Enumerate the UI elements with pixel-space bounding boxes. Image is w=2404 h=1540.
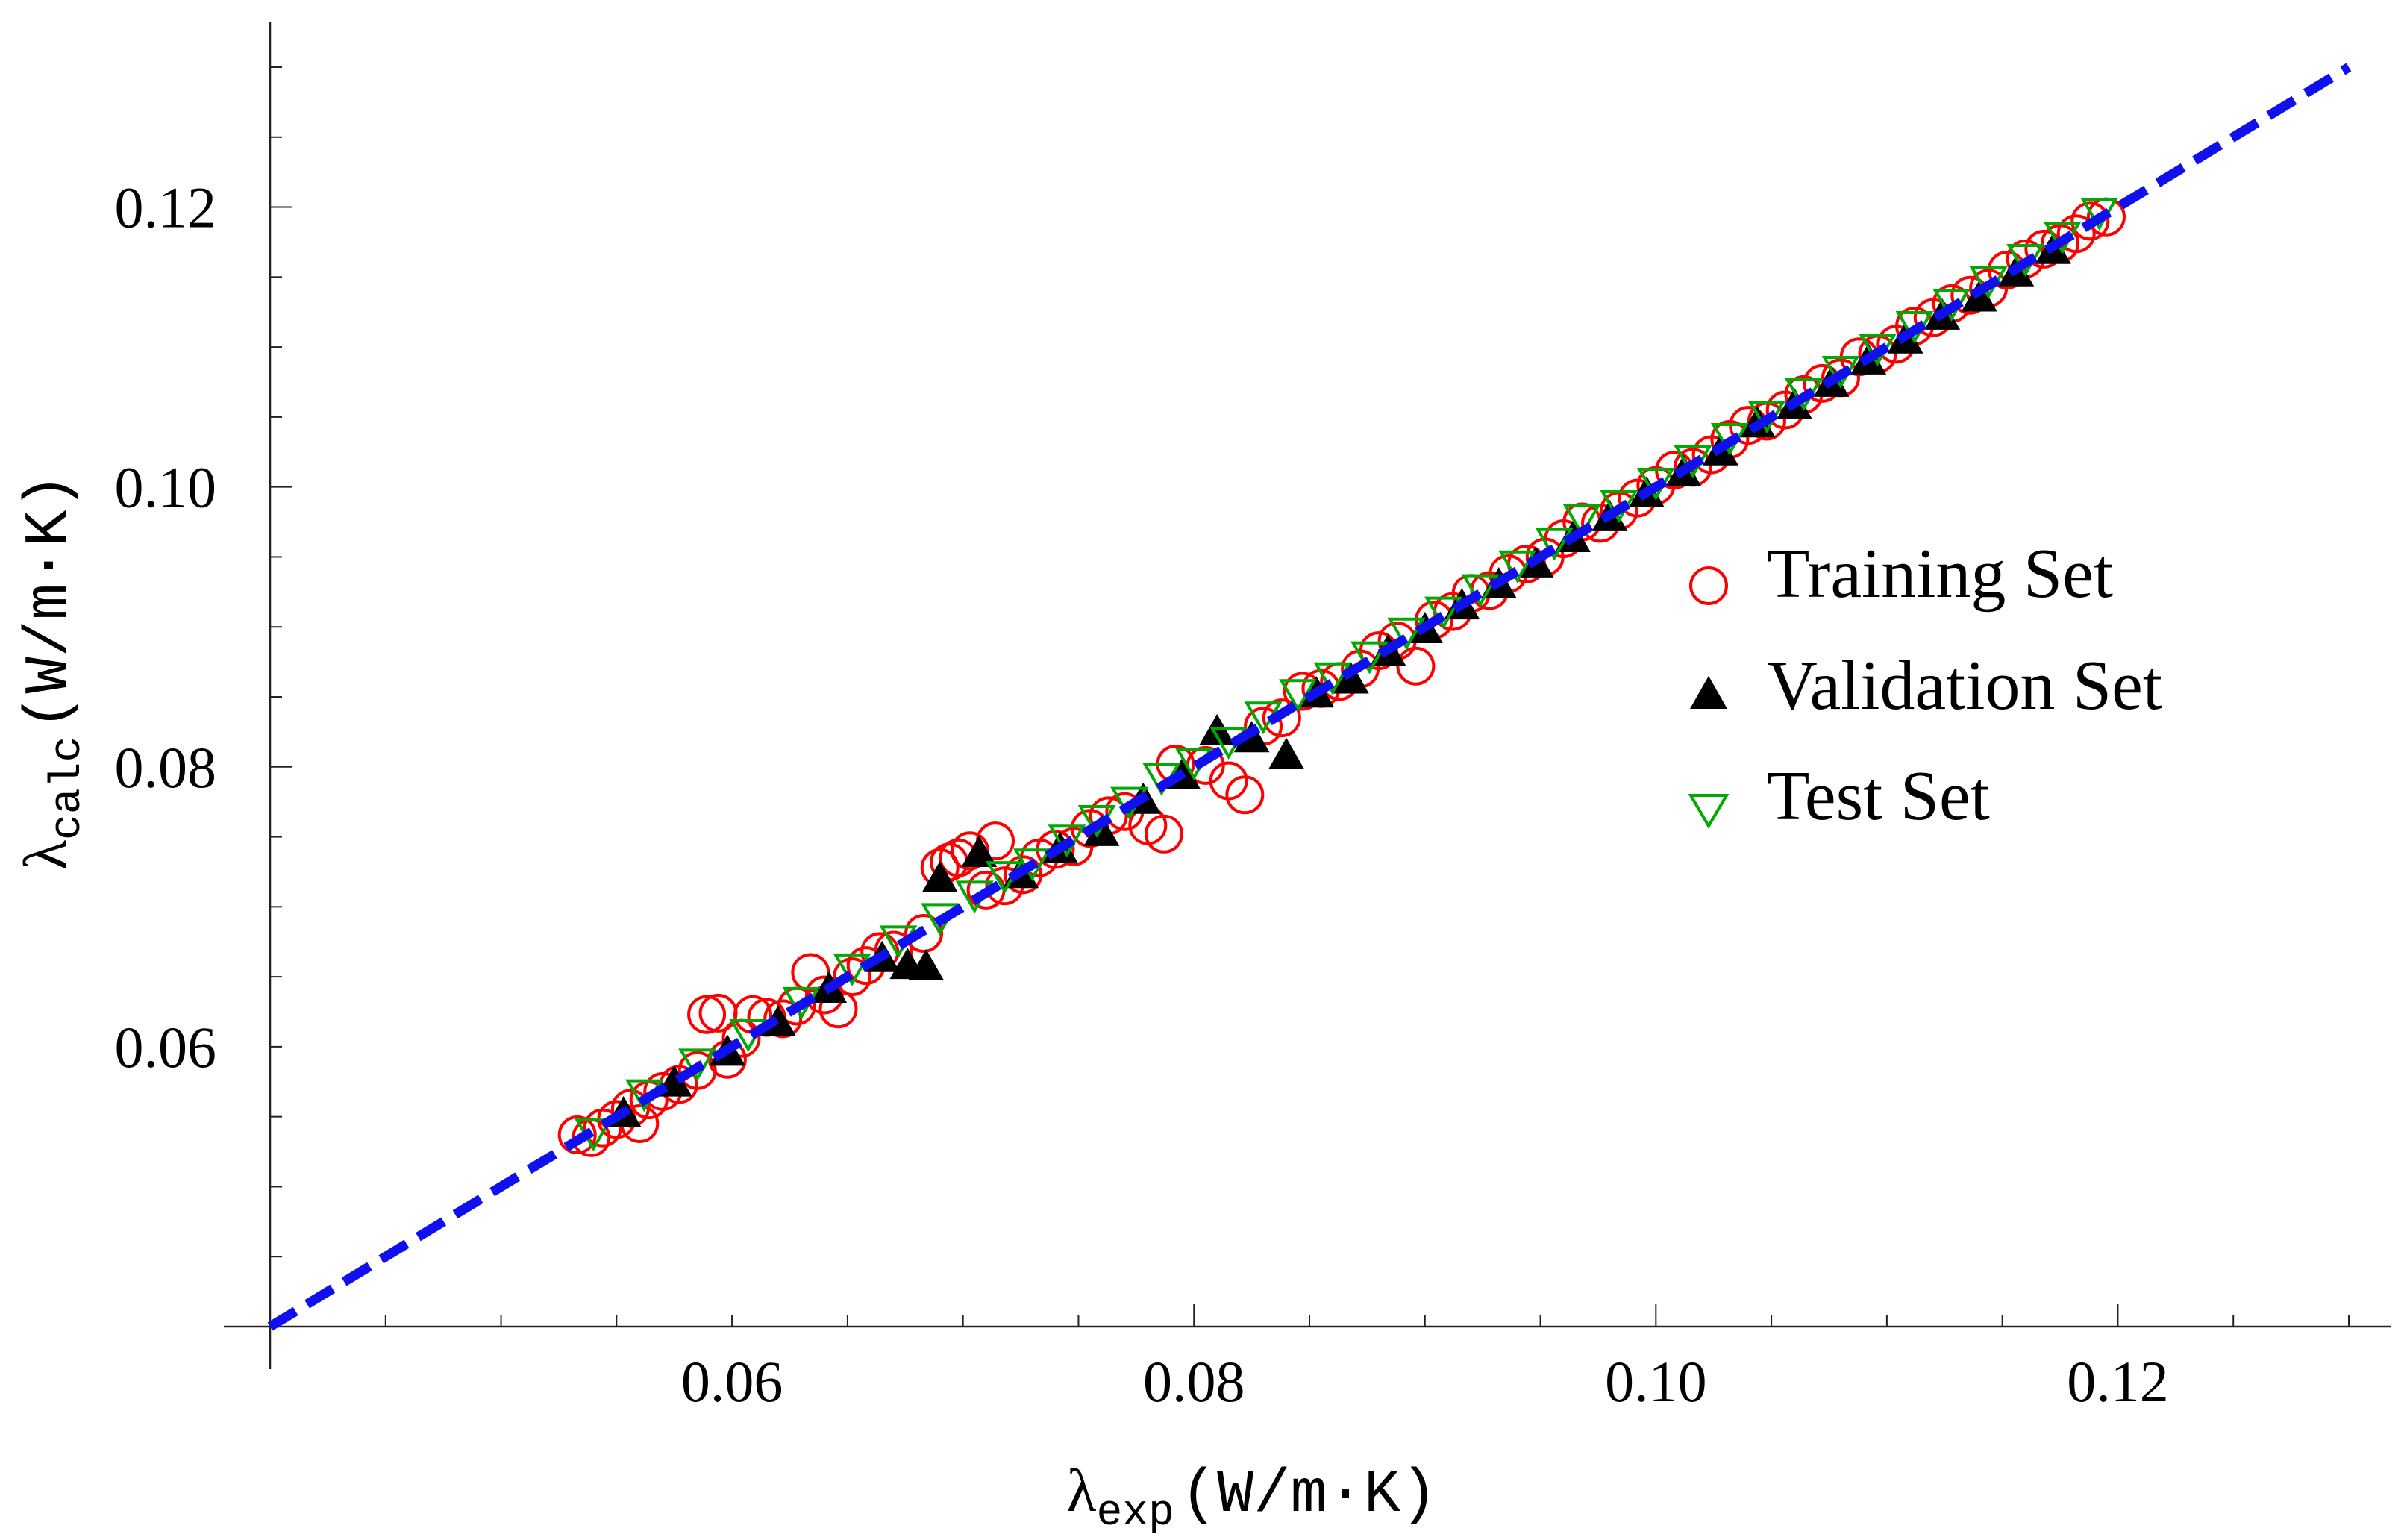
y-tick-label: 0.08 [115,735,217,800]
legend: Training Set Validation Set Test Set [1688,535,2162,835]
validation-point [1083,814,1120,846]
validation-point [921,860,958,892]
legend-marker-training [1689,566,1728,605]
training-point [904,913,944,953]
training-point [2070,201,2110,241]
test-point [1498,550,1537,583]
y-axis-label-symbol: λ [11,840,79,870]
test-point [1048,824,1086,858]
training-point [1396,646,1436,686]
reference-line-layer [267,63,2352,1331]
test-point [1461,574,1500,607]
training-point [687,995,727,1034]
training-point [2056,214,2096,254]
test-point [1387,617,1426,651]
validation-point [1333,662,1369,694]
y-tick-label: 0.06 [115,1015,217,1080]
test-point [1535,528,1574,561]
y-axis-label-units: (W/m·K) [15,473,84,730]
validation-point [908,948,945,980]
training-point [1225,775,1265,815]
training-point [557,1115,597,1155]
x-axis-label-symbol: λ [1067,1456,1097,1524]
test-point [833,953,871,986]
test-point [678,1048,717,1082]
reference-line [267,63,2352,1331]
legend-label-training: Training Set [1767,535,2113,613]
y-tick-label: 0.12 [115,175,217,240]
y-tick-label: 0.10 [115,455,217,520]
x-axis-label: λexp(W/m·K) [1067,1456,1438,1536]
x-tick-label: 0.06 [681,1349,783,1414]
training-point [833,957,872,997]
axes: 0.06 0.08 0.10 0.12 0.06 0.08 0.10 0.12 [115,22,2391,1414]
test-point [1313,662,1352,695]
x-axis-label-subscript: exp [1096,1489,1174,1536]
x-tick-label: 0.10 [1605,1349,1707,1414]
x-tick-label: 0.08 [1143,1349,1245,1414]
legend-label-test: Test Set [1767,757,1990,835]
test-point [1350,641,1389,674]
training-point [1262,698,1301,738]
validation-point [1268,737,1305,769]
training-point [950,831,989,871]
legend-marker-validation [1690,676,1727,709]
x-axis-label-units: (W/m·K) [1180,1460,1437,1530]
test-point [1562,504,1601,537]
training-point [1144,814,1183,854]
y-axis-label-subscript: calc [44,736,93,840]
legend-marker-test [1688,794,1730,829]
test-point [1424,596,1463,630]
y-axis-label: λcalc (W/m·K) [11,473,93,869]
x-tick-label: 0.12 [2067,1349,2169,1414]
validation-point [961,836,998,868]
legend-label-validation: Validation Set [1767,647,2162,724]
